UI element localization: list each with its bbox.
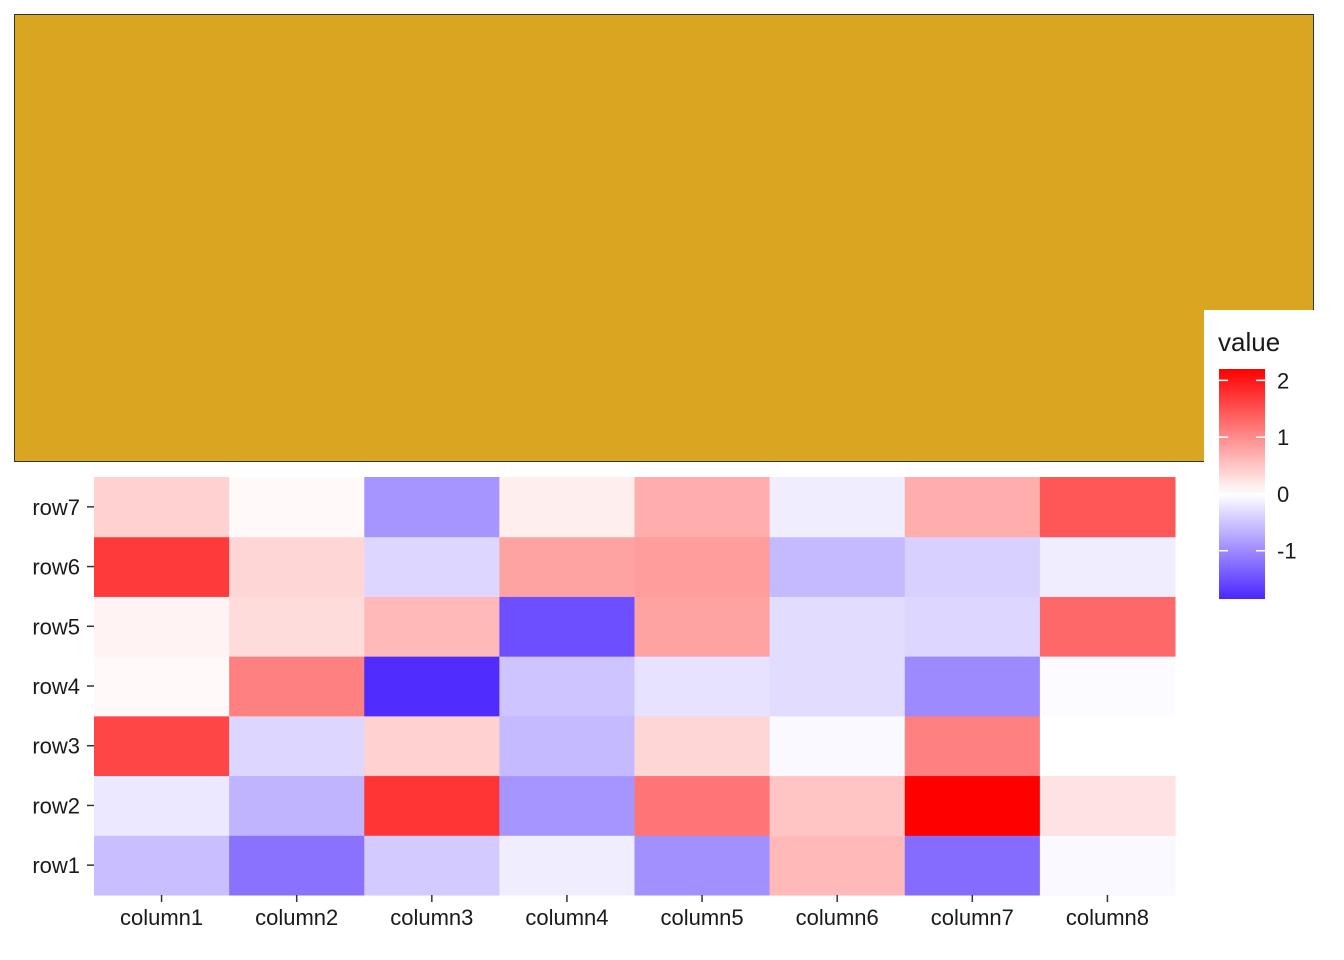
heatmap-cell bbox=[94, 715, 230, 777]
heatmap-cell bbox=[499, 775, 635, 836]
heatmap-cell bbox=[904, 596, 1041, 657]
heatmap-cell bbox=[904, 477, 1041, 538]
x-tick-label: column6 bbox=[796, 905, 879, 930]
heatmap-cell bbox=[499, 596, 635, 657]
heatmap-cell bbox=[94, 775, 230, 836]
x-tick-label: column2 bbox=[255, 905, 338, 930]
legend-tick-label: 1 bbox=[1277, 425, 1289, 450]
top-panel bbox=[14, 14, 1314, 462]
x-tick-label: column5 bbox=[660, 905, 743, 930]
heatmap-cell bbox=[1039, 596, 1176, 657]
heatmap-cell bbox=[634, 715, 771, 777]
heatmap-cell bbox=[1039, 775, 1176, 836]
heatmap-cell bbox=[904, 536, 1041, 597]
heatmap-cell bbox=[499, 715, 635, 777]
legend-title: value bbox=[1218, 327, 1280, 357]
heatmap-cell bbox=[904, 775, 1041, 836]
heatmap-cell bbox=[634, 656, 771, 717]
heatmap-cell bbox=[634, 477, 771, 538]
legend-tick-label: -1 bbox=[1277, 539, 1297, 564]
heatmap-cell bbox=[769, 536, 906, 597]
x-tick-label: column4 bbox=[525, 905, 608, 930]
x-tick-label: column3 bbox=[390, 905, 473, 930]
heatmap-cell bbox=[94, 536, 230, 597]
heatmap-cell bbox=[229, 775, 365, 836]
legend-tick-label: 2 bbox=[1277, 368, 1289, 393]
y-tick-label: row5 bbox=[32, 614, 80, 639]
heatmap-cell bbox=[499, 656, 635, 717]
y-tick-label: row3 bbox=[32, 734, 80, 759]
heatmap-cell bbox=[364, 596, 500, 657]
heatmap-cell bbox=[364, 835, 500, 896]
heatmap-cell bbox=[1039, 835, 1176, 896]
heatmap-cell bbox=[364, 775, 500, 836]
heatmap-cell bbox=[769, 656, 906, 717]
heatmap-cell bbox=[499, 536, 635, 597]
heatmap-cell bbox=[769, 596, 906, 657]
heatmap-cell bbox=[634, 775, 771, 836]
heatmap-cell bbox=[769, 477, 906, 538]
x-tick-label: column8 bbox=[1066, 905, 1149, 930]
heatmap-cell bbox=[904, 835, 1041, 896]
y-tick-label: row2 bbox=[32, 793, 80, 818]
y-tick-label: row6 bbox=[32, 555, 80, 580]
heatmap-cell bbox=[634, 835, 771, 896]
y-tick-label: row1 bbox=[32, 853, 80, 878]
heatmap-cell bbox=[634, 536, 771, 597]
heatmap-cell bbox=[1039, 536, 1176, 597]
y-tick-label: row4 bbox=[32, 674, 80, 699]
heatmap-cell bbox=[229, 715, 365, 777]
heatmap-cell bbox=[904, 715, 1041, 777]
x-tick-label: column7 bbox=[931, 905, 1014, 930]
heatmap-cell bbox=[94, 596, 230, 657]
heatmap-cell bbox=[904, 656, 1041, 717]
heatmap-cell bbox=[94, 477, 230, 538]
heatmap-cell bbox=[634, 596, 771, 657]
heatmap-cell bbox=[364, 477, 500, 538]
legend-colorbar bbox=[1219, 369, 1265, 599]
heatmap-cell bbox=[229, 656, 365, 717]
heatmap-cell bbox=[769, 775, 906, 836]
x-tick-label: column1 bbox=[120, 905, 203, 930]
heatmap-cell bbox=[229, 835, 365, 896]
y-tick-label: row7 bbox=[32, 495, 80, 520]
heatmap-cell bbox=[499, 477, 635, 538]
heatmap-cell bbox=[364, 715, 500, 777]
heatmap-cell bbox=[499, 835, 635, 896]
heatmap-cell bbox=[229, 596, 365, 657]
heatmap-cell bbox=[769, 715, 906, 777]
legend-tick-label: 0 bbox=[1277, 482, 1289, 507]
heatmap-cell bbox=[1039, 715, 1176, 777]
heatmap-cell bbox=[94, 656, 230, 717]
heatmap-cell bbox=[1039, 656, 1176, 717]
heatmap-cell bbox=[229, 477, 365, 538]
heatmap-cell bbox=[94, 835, 230, 896]
heatmap-cell bbox=[769, 835, 906, 896]
heatmap-cell bbox=[364, 536, 500, 597]
heatmap-cell bbox=[364, 656, 500, 717]
heatmap-cell bbox=[1039, 477, 1176, 538]
heatmap-cell bbox=[229, 536, 365, 597]
